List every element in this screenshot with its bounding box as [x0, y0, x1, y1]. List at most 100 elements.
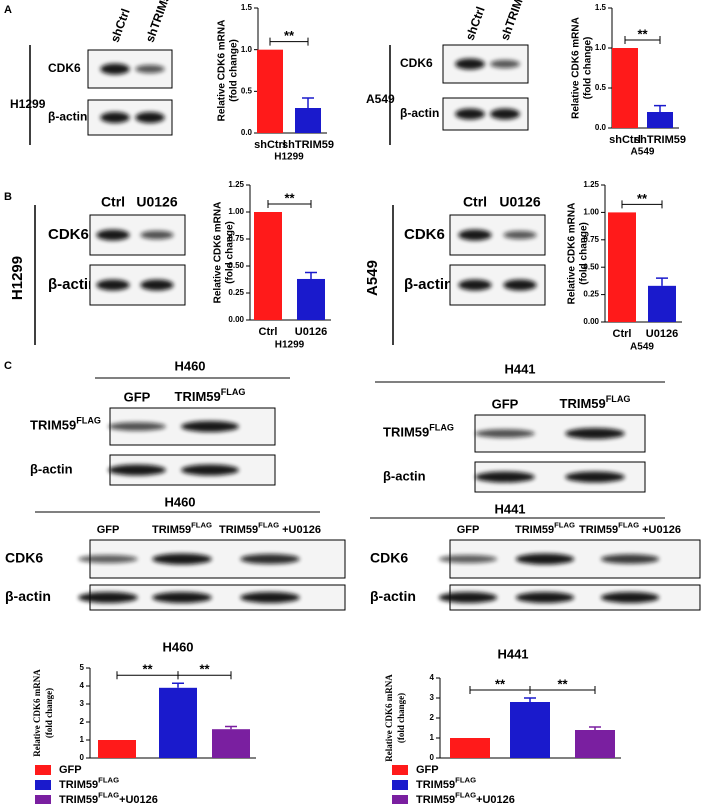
- lane-label: U0126: [499, 194, 540, 210]
- legend-swatch: [392, 780, 408, 790]
- band: [78, 555, 138, 563]
- y-tick-label: 0.75: [583, 235, 599, 244]
- lane-label: U0126: [136, 194, 177, 210]
- panel-letter: C: [4, 360, 12, 372]
- y-tick-label: 0.25: [583, 290, 599, 299]
- lane-label: TRIM59FLAG +U0126: [219, 521, 321, 536]
- legend-label: TRIM59FLAG: [416, 776, 476, 791]
- error-bar: [302, 97, 314, 108]
- y-tick-label: 0.75: [228, 234, 244, 243]
- y-tick-label: 0.50: [583, 262, 599, 271]
- lane-label: shTRIM59: [143, 0, 176, 44]
- row-label: CDK6: [48, 226, 89, 243]
- legend-label-suffix: +U0126: [476, 794, 515, 804]
- bar: [647, 112, 673, 128]
- y-tick-label: 1.5: [595, 3, 607, 12]
- x-tick-label: Ctrl: [259, 326, 278, 338]
- lane-label-sup: FLAG: [554, 521, 575, 530]
- error-bar: [225, 725, 237, 730]
- error-bar: [305, 271, 317, 279]
- y-tick-label: 5: [80, 663, 85, 672]
- band: [438, 592, 498, 603]
- y-tick-label: 1.25: [583, 180, 599, 189]
- row-label: CDK6: [370, 550, 408, 566]
- x-tick-label: Ctrl: [613, 328, 632, 340]
- y-tick-label: 2: [80, 717, 85, 726]
- blot-title: H441: [504, 361, 535, 376]
- y-axis-label: (fold change): [229, 39, 240, 102]
- band: [140, 279, 174, 291]
- lane-label: TRIM59FLAG: [560, 394, 631, 411]
- band: [515, 592, 575, 603]
- row-label: TRIM59FLAG: [383, 423, 454, 440]
- significance-bracket: [621, 200, 663, 209]
- row-label: CDK6: [5, 550, 43, 566]
- significance-bracket: [269, 37, 309, 46]
- legend-label-sup: FLAG: [98, 791, 119, 800]
- legend-label-text: TRIM59: [59, 779, 98, 791]
- significance-label: **: [284, 190, 295, 205]
- y-tick-label: 4: [80, 681, 85, 690]
- band: [565, 471, 625, 483]
- y-tick-label: 0.0: [241, 128, 253, 137]
- y-tick-label: 3: [430, 693, 435, 702]
- band: [135, 64, 165, 74]
- y-tick-label: 1.25: [228, 180, 244, 189]
- lane-label-sup: FLAG: [618, 521, 639, 530]
- lane-label: GFP: [124, 389, 151, 404]
- band: [135, 112, 165, 123]
- cell-line-label: H1299: [9, 256, 26, 300]
- legend-swatch: [35, 765, 51, 775]
- legend-label: GFP: [416, 764, 439, 776]
- significance-bracket: [177, 671, 232, 680]
- row-label: β-actin: [383, 468, 426, 483]
- x-tick-label: shTRIM59: [634, 134, 686, 146]
- band: [458, 229, 492, 241]
- panel-letter: A: [4, 4, 12, 16]
- significance-bracket: [624, 36, 661, 44]
- band: [100, 112, 130, 123]
- lane-label: TRIM59FLAG +U0126: [579, 521, 681, 536]
- bar: [254, 212, 282, 320]
- x-tick-label: shCtrl: [254, 139, 286, 151]
- legend-label-sup: FLAG: [455, 776, 476, 785]
- x-tick-label: shTRIM59: [282, 139, 334, 151]
- y-axis-label: Relative CDK6 mRNA: [217, 20, 228, 122]
- bar: [98, 740, 136, 758]
- bar: [608, 212, 636, 322]
- lane-label-text: TRIM59: [560, 396, 606, 411]
- legend-label: TRIM59FLAG+U0126: [416, 791, 515, 804]
- blot-title: H441: [494, 501, 525, 516]
- row-label-text: TRIM59: [383, 425, 429, 440]
- band: [438, 555, 498, 563]
- band: [96, 229, 130, 241]
- row-label-sup: FLAG: [429, 423, 454, 433]
- row-label: β-actin: [5, 588, 51, 604]
- lane-label-suffix: +U0126: [639, 524, 681, 536]
- y-tick-label: 0: [430, 753, 435, 762]
- y-tick-label: 0: [80, 753, 85, 762]
- band: [600, 554, 660, 564]
- significance-label: **: [557, 676, 568, 691]
- band: [475, 429, 535, 438]
- significance-label: **: [637, 26, 648, 41]
- row-label-text: TRIM59: [30, 418, 76, 433]
- legend-swatch: [392, 795, 408, 804]
- band: [490, 59, 520, 69]
- legend-label-text: TRIM59: [416, 794, 455, 804]
- legend-label-sup: FLAG: [455, 791, 476, 800]
- y-axis-label: Relative CDK6 mRNA: [567, 203, 578, 305]
- y-tick-label: 3: [80, 699, 85, 708]
- y-tick-label: 4: [430, 673, 435, 682]
- row-label-sup: FLAG: [76, 416, 101, 426]
- y-axis-label: Relative CDK6 mRNA: [32, 669, 42, 757]
- band: [181, 421, 239, 432]
- y-tick-label: 2: [430, 713, 435, 722]
- band: [515, 553, 575, 565]
- x-axis-label: H1299: [275, 340, 305, 351]
- lane-label-suffix: +U0126: [279, 524, 321, 536]
- lane-label: Ctrl: [463, 194, 487, 210]
- chart-title: H441: [497, 646, 528, 661]
- y-axis-label: Relative CDK6 mRNA: [571, 17, 582, 119]
- significance-label: **: [199, 662, 210, 677]
